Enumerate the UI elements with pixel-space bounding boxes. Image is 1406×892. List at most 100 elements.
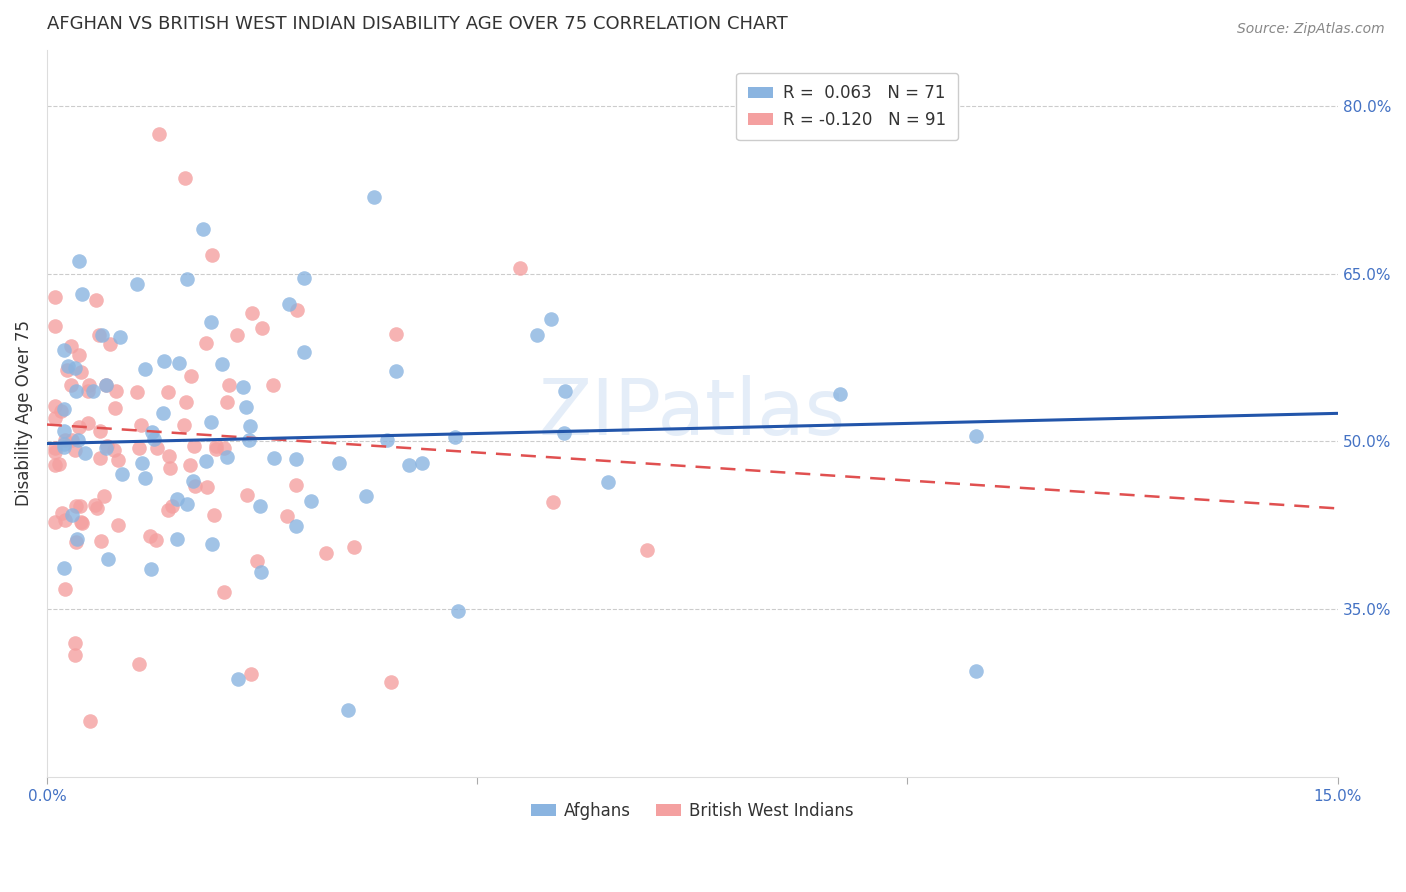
Point [174, 395, 197, 409]
Point [66, 532, 89, 546]
Point [176, 497, 198, 511]
Point [153, 354, 176, 368]
Point [157, 450, 180, 464]
Point [77, 416, 100, 430]
Point [44, 289, 66, 303]
Point [60, 433, 83, 447]
Point [540, 312, 562, 326]
Point [215, 395, 238, 409]
Point [526, 328, 548, 343]
Point [263, 450, 285, 465]
Point [63, 442, 86, 457]
Point [134, 471, 156, 485]
Point [134, 362, 156, 376]
Point [292, 270, 315, 285]
Point [82, 384, 104, 398]
Point [89, 424, 111, 438]
Point [238, 434, 260, 448]
Point [60, 377, 83, 392]
Point [127, 384, 149, 399]
Point [181, 474, 204, 488]
Point [128, 657, 150, 672]
Point [44, 515, 66, 529]
Point [53, 402, 76, 417]
Point [107, 453, 129, 467]
Point [90, 533, 112, 548]
Point [53, 440, 76, 454]
Point [173, 171, 195, 186]
Point [636, 542, 658, 557]
Point [236, 488, 259, 502]
Point [107, 518, 129, 533]
Point [60, 339, 83, 353]
Point [44, 441, 66, 455]
Point [250, 320, 273, 334]
Point [191, 222, 214, 236]
Point [197, 479, 219, 493]
Point [250, 565, 273, 579]
Point [232, 379, 254, 393]
Point [159, 461, 181, 475]
Point [141, 425, 163, 439]
Point [139, 529, 162, 543]
Point [72, 287, 94, 301]
Point [554, 384, 576, 399]
Point [145, 442, 167, 456]
Point [167, 356, 190, 370]
Point [160, 500, 183, 514]
Point [79, 714, 101, 728]
Point [44, 399, 66, 413]
Point [44, 444, 66, 458]
Point [965, 664, 987, 678]
Point [148, 127, 170, 141]
Point [104, 401, 127, 415]
Legend: Afghans, British West Indians: Afghans, British West Indians [524, 796, 860, 827]
Point [53, 561, 76, 575]
Point [205, 442, 228, 457]
Point [195, 454, 218, 468]
Point [194, 336, 217, 351]
Point [63, 636, 86, 650]
Point [285, 303, 308, 318]
Point [44, 318, 66, 333]
Point [156, 503, 179, 517]
Point [67, 348, 90, 362]
Point [212, 441, 235, 455]
Point [443, 430, 465, 444]
Point [67, 433, 90, 447]
Point [226, 327, 249, 342]
Point [97, 552, 120, 566]
Point [53, 425, 76, 439]
Point [217, 450, 239, 465]
Point [65, 499, 87, 513]
Point [72, 516, 94, 530]
Point [69, 499, 91, 513]
Point [98, 337, 121, 351]
Point [70, 515, 93, 529]
Point [212, 585, 235, 599]
Point [53, 343, 76, 357]
Point [60, 508, 83, 523]
Point [129, 417, 152, 432]
Point [173, 418, 195, 433]
Point [337, 703, 360, 717]
Point [179, 458, 201, 473]
Point [202, 508, 225, 523]
Point [218, 378, 240, 392]
Point [315, 546, 337, 560]
Text: ZIPatlas: ZIPatlas [538, 376, 846, 451]
Point [284, 519, 307, 533]
Point [166, 492, 188, 507]
Point [56, 359, 79, 373]
Point [965, 428, 987, 442]
Point [201, 248, 224, 262]
Point [93, 489, 115, 503]
Point [249, 499, 271, 513]
Point [553, 426, 575, 441]
Point [105, 384, 128, 399]
Point [411, 456, 433, 470]
Point [285, 451, 308, 466]
Point [128, 441, 150, 455]
Point [262, 378, 284, 392]
Point [211, 357, 233, 371]
